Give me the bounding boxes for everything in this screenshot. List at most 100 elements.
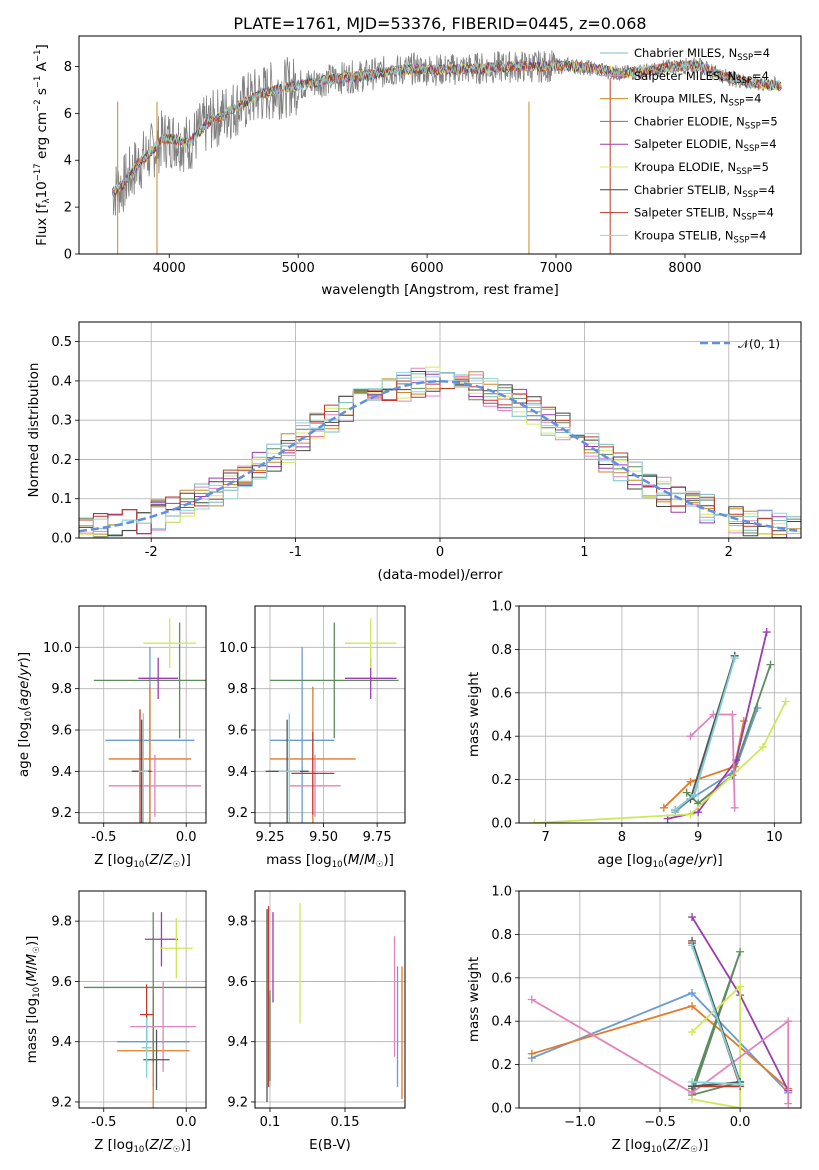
y-tick-label: 6	[64, 107, 72, 122]
series-marker	[736, 982, 745, 991]
y-tick-label: 10.0	[219, 641, 248, 656]
plot-area-residuals	[79, 366, 801, 538]
ticks-age_vs_Z: -0.5 0.0 9.2 9.4 9.6 9.8 10.0	[43, 641, 197, 845]
axes-residuals: -2 -1 0 1 2 0.0 0.1 0.2 0.3 0.4 0.5 𝒩(0, 1) (data-mo…	[26, 321, 802, 583]
axes-spectrum: 4000 5000 6000 7000 8000 0 2 4 6 8 wavelength [Ang…	[33, 35, 802, 298]
axes-age_vs_mass: 9.25 9.50 9.75 9.2 9.4 9.6 9.8 10.0 mass [log10(…	[219, 605, 406, 870]
y-tick-label: 1.0	[491, 885, 512, 900]
axes-mass_vs_ebv: 0.1 0.15 9.2 9.4 9.6 9.8 E(B-V)	[227, 890, 406, 1153]
axes-frame	[78, 890, 207, 1109]
x-tick-label: 6000	[411, 261, 444, 276]
legend-entry: Chabrier MILES, NSSP=4	[634, 46, 770, 63]
y-axis-label: Normed distribution	[26, 363, 42, 498]
series-line-5	[531, 998, 790, 1104]
legend-entry: Kroupa STELIB, NSSP=4	[634, 228, 766, 245]
x-tick-label: 2	[725, 545, 733, 560]
y-tick-label: 0.4	[51, 374, 72, 389]
axes-mass_weight_vs_Z: −1.0 −0.5 0.0 0.0 0.2 0.4 0.6 0.8 1.0 Z [log10(Z/…	[466, 885, 802, 1155]
x-tick-label: 10	[766, 830, 783, 845]
x-tick-label: -2	[145, 545, 158, 560]
series-marker	[527, 995, 536, 1004]
series-marker	[781, 697, 790, 706]
series-marker	[686, 732, 695, 741]
y-tick-label: 0.5	[51, 335, 72, 350]
series-marker	[688, 1028, 697, 1037]
legend-entry: 𝒩(0, 1)	[738, 337, 780, 351]
series-line-4	[534, 701, 787, 823]
ticks-age_vs_mass: 9.25 9.50 9.75 9.2 9.4 9.6 9.8 10.0	[219, 641, 392, 845]
spectrum-model-8	[112, 59, 782, 195]
axes-frame	[518, 890, 802, 1109]
series-marker	[728, 710, 737, 719]
x-tick-label: 0.15	[331, 1115, 360, 1130]
y-tick-label: 9.4	[51, 765, 72, 780]
y-tick-label: 0.2	[491, 773, 512, 788]
x-axis-label: wavelength [Angstrom, rest frame]	[321, 282, 559, 298]
x-tick-label: -1	[289, 545, 302, 560]
plot-area-mass_vs_Z	[83, 912, 206, 1108]
y-tick-label: 0.1	[51, 492, 72, 507]
x-tick-label: 0.0	[730, 1115, 751, 1130]
series-marker	[688, 988, 697, 997]
y-axis-label: mass weight	[466, 672, 482, 757]
series-marker	[671, 805, 680, 814]
spectrum-legend: Chabrier MILES, NSSP=4 Salpeter MILES, NS…	[600, 46, 778, 245]
y-tick-label: 1.0	[491, 600, 512, 615]
y-tick-label: 9.4	[51, 1035, 72, 1050]
y-tick-label: 9.2	[51, 1095, 72, 1110]
axes-mass_vs_Z: -0.5 0.0 9.2 9.4 9.6 9.8 Z [log10(Z/Z☉)] mass […	[24, 890, 207, 1155]
normal-curve	[79, 380, 801, 533]
series-marker	[730, 803, 739, 812]
series-marker	[784, 1099, 793, 1108]
y-tick-label: 9.4	[227, 765, 248, 780]
axes-age_vs_Z: -0.5 0.0 9.2 9.4 9.6 9.8 10.0 Z [log10(Z/Z☉)] ag…	[16, 605, 207, 870]
series-line-4	[691, 984, 741, 1108]
x-tick-label: 7000	[539, 261, 572, 276]
y-tick-label: 0.0	[51, 532, 72, 547]
x-axis-label: E(B-V)	[309, 1137, 351, 1153]
y-tick-label: 9.8	[227, 915, 248, 930]
y-tick-label: 0.8	[491, 928, 512, 943]
x-axis-label: (data-model)/error	[377, 567, 503, 583]
x-tick-label: 9.75	[363, 830, 392, 845]
axes-frame	[78, 35, 802, 255]
plot-layer: 4000 5000 6000 7000 8000 0 2 4 6 8 wavelength [Ang…	[16, 35, 802, 1155]
plot-area-mass_weight_vs_Z	[527, 913, 793, 1108]
ticks-mass_weight_vs_age: 7 8 9 10 0.0 0.2 0.4 0.6 0.8 1.0	[491, 600, 782, 846]
x-axis-label: mass [log10(M/M☉)]	[266, 852, 394, 870]
ticks-mass_vs_ebv: 0.1 0.15 9.2 9.4 9.6 9.8	[227, 915, 359, 1130]
plot-area-mass_vs_ebv	[266, 903, 403, 1102]
y-axis-label: age [log10(age/yr)]	[16, 652, 34, 777]
y-tick-label: 0.6	[491, 686, 512, 701]
x-tick-label: 7	[542, 830, 550, 845]
plot-area-age_vs_Z	[93, 618, 206, 823]
y-tick-label: 9.8	[51, 915, 72, 930]
series-line-2	[686, 664, 772, 805]
x-tick-label: -0.5	[91, 830, 116, 845]
y-tick-label: 2	[64, 201, 72, 216]
y-tick-label: 0.0	[491, 817, 512, 832]
y-tick-label: 9.8	[51, 682, 72, 697]
plot-area-spectrum	[112, 50, 782, 254]
x-axis-label: Z [log10(Z/Z☉)]	[94, 852, 191, 870]
axes-mass_weight_vs_age: 7 8 9 10 0.0 0.2 0.4 0.6 0.8 1.0 age [log10(age/yr…	[466, 600, 802, 870]
x-tick-label: −0.5	[644, 1115, 676, 1130]
series-marker	[758, 743, 767, 752]
legend-entry: Kroupa ELODIE, NSSP=5	[634, 160, 769, 177]
series-marker	[686, 810, 695, 819]
y-tick-label: 4	[64, 154, 72, 169]
x-tick-label: 0.1	[260, 1115, 281, 1130]
series-line-2	[690, 951, 741, 1097]
series-marker	[730, 654, 739, 663]
ticks-residuals: -2 -1 0 1 2 0.0 0.1 0.2 0.3 0.4 0.5	[51, 335, 733, 560]
axes-frame	[78, 605, 207, 824]
series-marker	[694, 808, 703, 817]
y-tick-label: 8	[64, 60, 72, 75]
ticks-mass_vs_Z: -0.5 0.0 9.2 9.4 9.6 9.8	[51, 915, 196, 1130]
series-marker	[686, 777, 695, 786]
y-tick-label: 9.6	[51, 975, 72, 990]
ticks-mass_weight_vs_Z: −1.0 −0.5 0.0 0.0 0.2 0.4 0.6 0.8 1.0	[491, 885, 750, 1131]
y-tick-label: 0.4	[491, 1015, 512, 1030]
x-tick-label: -0.5	[91, 1115, 116, 1130]
